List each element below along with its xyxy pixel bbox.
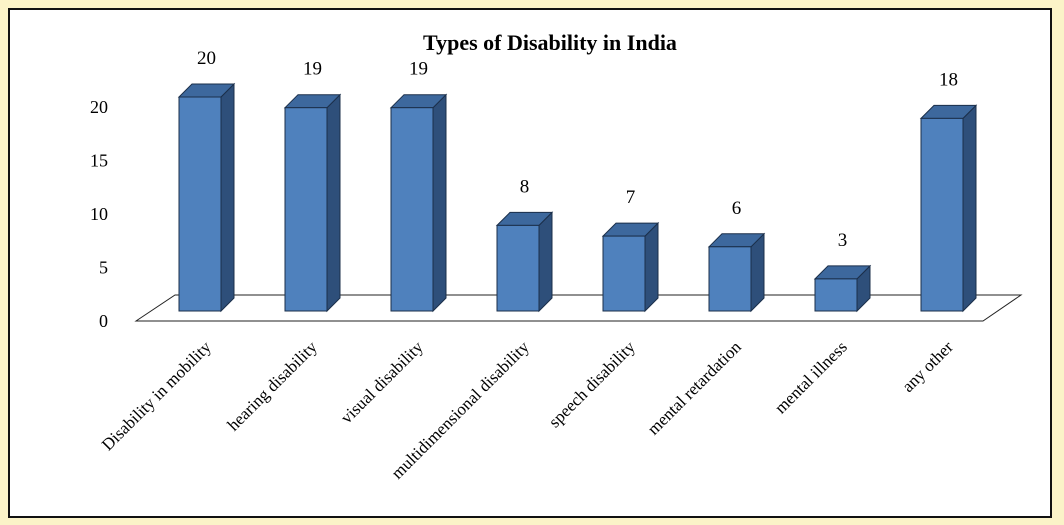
category-label: mental retardation [644, 337, 746, 439]
bar [389, 93, 448, 313]
bar-front [284, 107, 328, 312]
data-label: 3 [838, 230, 848, 251]
y-tick-label: 20 [90, 97, 108, 117]
data-label: 19 [303, 59, 322, 80]
data-label: 18 [939, 69, 958, 90]
chart-frame: Types of Disability in India 0 5 10 15 20 20… [8, 8, 1052, 518]
bar [707, 232, 766, 313]
y-axis-ticks: 0 5 10 15 20 [90, 97, 108, 331]
data-label: 7 [626, 187, 636, 208]
data-labels: 20 19 19 8 7 6 3 18 [197, 48, 958, 251]
bar-front [178, 96, 222, 312]
bar-chart: Types of Disability in India 0 5 10 15 20 20… [90, 30, 1023, 483]
category-label: visual disability [337, 337, 427, 427]
category-labels: Disability in mobility hearing disability… [98, 337, 957, 483]
bar-side [326, 93, 341, 313]
category-label: any other [898, 337, 957, 396]
bar-side [644, 221, 659, 313]
category-label: speech disability [545, 337, 639, 431]
bar [177, 82, 236, 313]
bar-front [390, 107, 434, 312]
bar-side [432, 93, 447, 313]
y-tick-label: 10 [90, 204, 108, 224]
bar [283, 93, 342, 313]
data-label: 20 [197, 48, 216, 69]
chart-title: Types of Disability in India [423, 30, 677, 55]
bar [495, 211, 554, 313]
category-label: mental illness [771, 337, 851, 417]
bar-front [708, 246, 752, 312]
bar [919, 104, 978, 313]
bar [601, 221, 660, 313]
category-label: Disability in mobility [98, 337, 215, 454]
y-tick-label: 15 [90, 151, 108, 171]
bar [813, 264, 872, 313]
y-tick-label: 5 [99, 258, 108, 278]
bar-side [220, 82, 235, 313]
bar-front [814, 278, 858, 312]
bar-front [602, 235, 646, 312]
data-label: 8 [520, 176, 530, 197]
chart-floor [134, 294, 1023, 322]
data-label: 6 [732, 198, 742, 219]
y-tick-label: 0 [99, 311, 108, 331]
bar-front [920, 117, 964, 312]
bar-front [496, 224, 540, 312]
bar-side [962, 104, 977, 313]
category-label: hearing disability [224, 337, 322, 435]
bars [177, 82, 978, 313]
data-label: 19 [409, 59, 428, 80]
bar-side [538, 211, 553, 313]
